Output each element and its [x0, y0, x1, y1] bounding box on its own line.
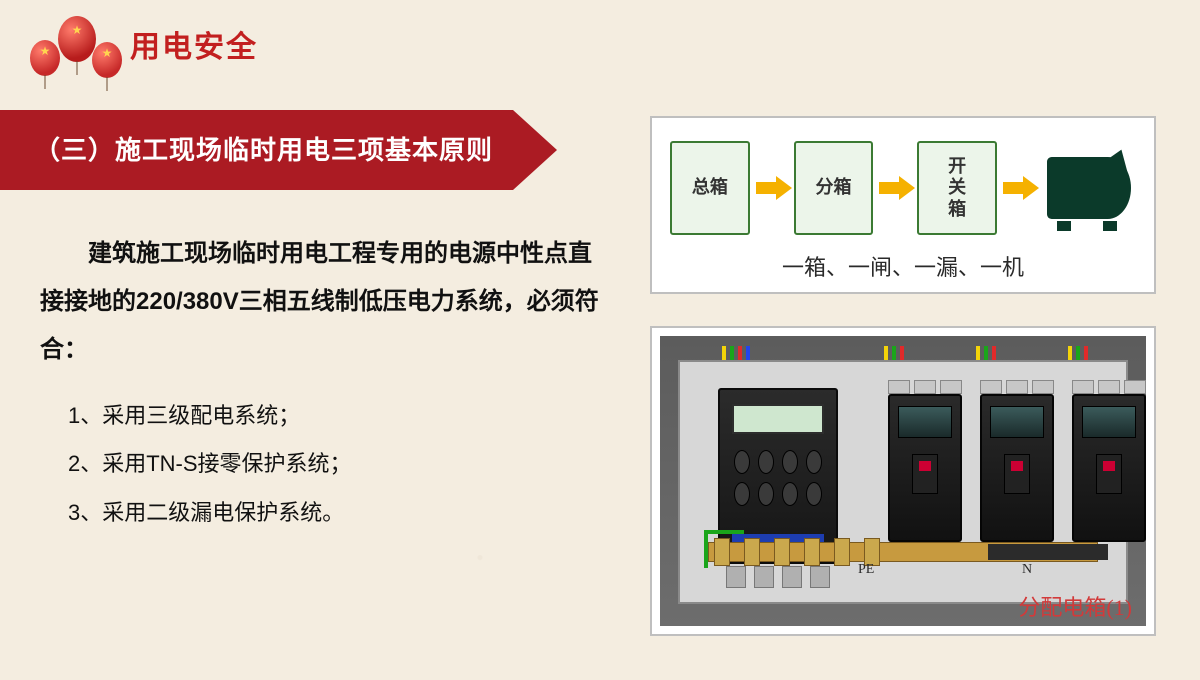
wire-group	[976, 340, 1016, 360]
figure-top-caption: 一箱、一闸、一漏、一机	[652, 250, 1154, 282]
body-text-block: 建筑施工现场临时用电工程专用的电源中性点直接接地的220/380V三相五线制低压…	[40, 230, 600, 537]
panel-plate: PE N	[678, 360, 1128, 604]
intro-paragraph: 建筑施工现场临时用电工程专用的电源中性点直接接地的220/380V三相五线制低压…	[40, 230, 600, 374]
n-busbar	[988, 544, 1108, 560]
circuit-breaker	[1072, 394, 1146, 542]
arrow-icon	[879, 178, 911, 198]
list-item: 1、采用三级配电系统；	[68, 392, 600, 440]
n-label: N	[1022, 562, 1032, 578]
box-switch: 开 关 箱	[917, 141, 997, 235]
section-heading-ribbon: （三）施工现场临时用电三项基本原则	[0, 110, 557, 190]
wire-group	[884, 340, 924, 360]
section-heading-text: （三）施工现场临时用电三项基本原则	[0, 110, 513, 190]
figure-top-row: 总箱 分箱 开 关 箱	[670, 132, 1136, 244]
box-sub: 分箱	[794, 141, 874, 235]
figure-distribution-box: PE N 分配电箱(1)	[650, 326, 1156, 636]
circuit-breaker	[980, 394, 1054, 542]
ribbon-arrow-tip	[513, 110, 557, 190]
breaker-terminals	[1072, 380, 1146, 394]
wire-group	[722, 340, 762, 360]
equipment-icon	[1041, 145, 1136, 231]
balloon: ★	[92, 42, 122, 78]
arrow-icon	[756, 178, 788, 198]
breaker-terminals	[888, 380, 962, 394]
figure-bottom-caption: 分配电箱(1)	[1018, 590, 1132, 622]
figure-distribution-chain: 总箱 分箱 开 关 箱 一箱、一闸、一漏、一机	[650, 116, 1156, 294]
list-item: 3、采用二级漏电保护系统。	[68, 489, 600, 537]
principles-list: 1、采用三级配电系统； 2、采用TN-S接零保护系统； 3、采用二级漏电保护系统…	[40, 392, 600, 537]
balloon-cluster: ★ ★ ★	[30, 12, 140, 92]
balloon: ★	[58, 16, 96, 62]
meter-lcd	[732, 404, 824, 434]
arrow-icon	[1003, 178, 1035, 198]
wire-group	[1068, 340, 1108, 360]
box-main: 总箱	[670, 141, 750, 235]
balloon: ★	[30, 40, 60, 76]
page-title: 用电安全	[130, 22, 258, 66]
list-item: 2、采用TN-S接零保护系统；	[68, 440, 600, 488]
cabinet: PE N 分配电箱(1)	[660, 336, 1146, 626]
pe-busbar: PE N	[708, 534, 1098, 578]
pe-label: PE	[858, 562, 874, 578]
meter-buttons	[734, 450, 822, 506]
circuit-breaker	[888, 394, 962, 542]
breaker-terminals	[980, 380, 1054, 394]
